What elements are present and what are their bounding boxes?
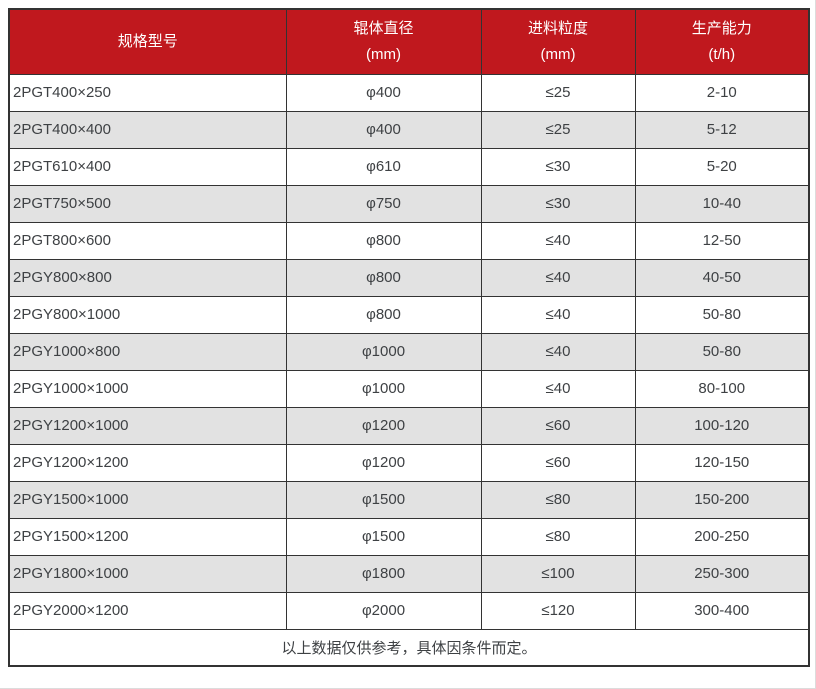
table-row: 2PGT400×250 φ400 ≤25 2-10 xyxy=(8,73,810,112)
feed-size-cell: ≤100 xyxy=(480,554,636,593)
model-cell: 2PGY1000×1000 xyxy=(8,369,287,408)
capacity-cell: 40-50 xyxy=(634,258,810,297)
column-label: 规格型号 xyxy=(117,32,178,50)
header-row: 规格型号 辊体直径 (mm) 进料粒度 (mm) 生产能力 (t/h) xyxy=(8,8,810,75)
spec-table: 规格型号 辊体直径 (mm) 进料粒度 (mm) 生产能力 (t/h) 2PGT400×25… xyxy=(8,8,810,667)
model-cell: 2PGY1000×800 xyxy=(8,332,287,371)
diameter-cell: φ1500 xyxy=(285,480,482,519)
feed-size-cell: ≤40 xyxy=(480,332,636,371)
capacity-cell: 50-80 xyxy=(634,332,810,371)
capacity-cell: 300-400 xyxy=(634,591,810,630)
model-cell: 2PGY1200×1000 xyxy=(8,406,287,445)
capacity-cell: 250-300 xyxy=(634,554,810,593)
table-row: 2PGY2000×1200 φ2000 ≤120 300-400 xyxy=(8,591,810,630)
column-label: 生产能力 xyxy=(691,19,752,37)
diameter-cell: φ1000 xyxy=(285,369,482,408)
feed-size-cell: ≤25 xyxy=(480,110,636,149)
column-unit: (mm) xyxy=(366,45,401,63)
diameter-cell: φ800 xyxy=(285,221,482,260)
capacity-cell: 50-80 xyxy=(634,295,810,334)
diameter-cell: φ1000 xyxy=(285,332,482,371)
diameter-cell: φ1500 xyxy=(285,517,482,556)
model-cell: 2PGT800×600 xyxy=(8,221,287,260)
table-row: 2PGT800×600 φ800 ≤40 12-50 xyxy=(8,221,810,260)
model-cell: 2PGY800×800 xyxy=(8,258,287,297)
model-cell: 2PGY800×1000 xyxy=(8,295,287,334)
capacity-cell: 150-200 xyxy=(634,480,810,519)
model-cell: 2PGY1500×1000 xyxy=(8,480,287,519)
table-row: 2PGY1000×800 φ1000 ≤40 50-80 xyxy=(8,332,810,371)
table-row: 2PGT610×400 φ610 ≤30 5-20 xyxy=(8,147,810,186)
capacity-cell: 120-150 xyxy=(634,443,810,482)
model-cell: 2PGY2000×1200 xyxy=(8,591,287,630)
diameter-cell: φ2000 xyxy=(285,591,482,630)
feed-size-cell: ≤30 xyxy=(480,147,636,186)
feed-size-cell: ≤40 xyxy=(480,369,636,408)
column-label: 辊体直径 xyxy=(353,19,414,37)
model-cell: 2PGY1500×1200 xyxy=(8,517,287,556)
model-cell: 2PGT400×250 xyxy=(8,73,287,112)
header-cell-diameter: 辊体直径 (mm) xyxy=(285,8,482,75)
feed-size-cell: ≤40 xyxy=(480,258,636,297)
feed-size-cell: ≤30 xyxy=(480,184,636,223)
feed-size-cell: ≤40 xyxy=(480,295,636,334)
capacity-cell: 200-250 xyxy=(634,517,810,556)
feed-size-cell: ≤25 xyxy=(480,73,636,112)
table-row: 2PGT750×500 φ750 ≤30 10-40 xyxy=(8,184,810,223)
header-cell-capacity: 生产能力 (t/h) xyxy=(634,8,810,75)
capacity-cell: 10-40 xyxy=(634,184,810,223)
diameter-cell: φ1200 xyxy=(285,406,482,445)
header-cell-model: 规格型号 xyxy=(8,8,287,75)
capacity-cell: 100-120 xyxy=(634,406,810,445)
feed-size-cell: ≤60 xyxy=(480,406,636,445)
column-unit: (mm) xyxy=(540,45,576,63)
feed-size-cell: ≤80 xyxy=(480,480,636,519)
model-cell: 2PGY1800×1000 xyxy=(8,554,287,593)
capacity-cell: 80-100 xyxy=(634,369,810,408)
diameter-cell: φ800 xyxy=(285,295,482,334)
table-row: 2PGY800×1000 φ800 ≤40 50-80 xyxy=(8,295,810,334)
column-label: 进料粒度 xyxy=(527,19,588,37)
diameter-cell: φ1800 xyxy=(285,554,482,593)
feed-size-cell: ≤60 xyxy=(480,443,636,482)
table-footnote: 以上数据仅供参考，具体因条件而定。 xyxy=(8,628,810,667)
table-row: 2PGY1200×1200 φ1200 ≤60 120-150 xyxy=(8,443,810,482)
capacity-cell: 12-50 xyxy=(634,221,810,260)
table-row: 2PGY1200×1000 φ1200 ≤60 100-120 xyxy=(8,406,810,445)
feed-size-cell: ≤120 xyxy=(480,591,636,630)
capacity-cell: 5-12 xyxy=(634,110,810,149)
capacity-cell: 5-20 xyxy=(634,147,810,186)
feed-size-cell: ≤40 xyxy=(480,221,636,260)
capacity-cell: 2-10 xyxy=(634,73,810,112)
footnote-row: 以上数据仅供参考，具体因条件而定。 xyxy=(8,628,810,667)
table-row: 2PGT400×400 φ400 ≤25 5-12 xyxy=(8,110,810,149)
diameter-cell: φ610 xyxy=(285,147,482,186)
column-unit: (t/h) xyxy=(708,45,736,63)
diameter-cell: φ1200 xyxy=(285,443,482,482)
diameter-cell: φ400 xyxy=(285,73,482,112)
table-row: 2PGY1800×1000 φ1800 ≤100 250-300 xyxy=(8,554,810,593)
diameter-cell: φ750 xyxy=(285,184,482,223)
table-row: 2PGY1500×1200 φ1500 ≤80 200-250 xyxy=(8,517,810,556)
model-cell: 2PGT400×400 xyxy=(8,110,287,149)
diameter-cell: φ800 xyxy=(285,258,482,297)
model-cell: 2PGT750×500 xyxy=(8,184,287,223)
feed-size-cell: ≤80 xyxy=(480,517,636,556)
table-header: 规格型号 辊体直径 (mm) 进料粒度 (mm) 生产能力 (t/h) xyxy=(8,8,810,75)
table-row: 2PGY1000×1000 φ1000 ≤40 80-100 xyxy=(8,369,810,408)
table-body: 2PGT400×250 φ400 ≤25 2-10 2PGT400×400 φ400 ≤25… xyxy=(8,73,810,630)
table-footer: 以上数据仅供参考，具体因条件而定。 xyxy=(8,628,810,667)
model-cell: 2PGT610×400 xyxy=(8,147,287,186)
header-cell-feed-size: 进料粒度 (mm) xyxy=(480,8,636,75)
model-cell: 2PGY1200×1200 xyxy=(8,443,287,482)
table-row: 2PGY800×800 φ800 ≤40 40-50 xyxy=(8,258,810,297)
table-row: 2PGY1500×1000 φ1500 ≤80 150-200 xyxy=(8,480,810,519)
diameter-cell: φ400 xyxy=(285,110,482,149)
